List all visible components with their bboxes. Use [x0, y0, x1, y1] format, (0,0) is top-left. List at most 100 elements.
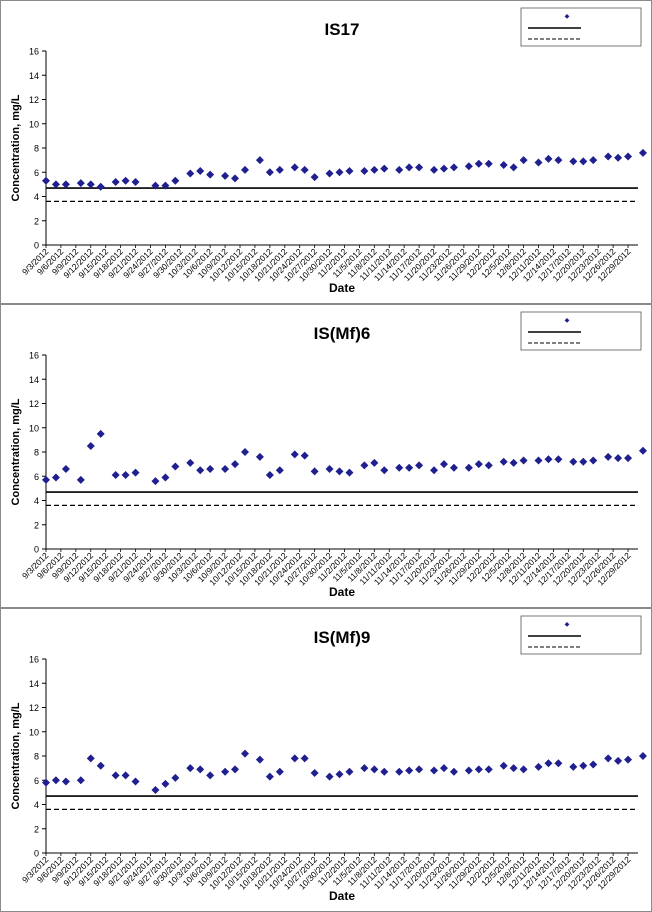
- y-tick-label: 6: [34, 168, 39, 178]
- data-point: [96, 182, 105, 191]
- data-point: [554, 759, 563, 768]
- y-axis-label: Concentration, mg/L: [10, 702, 22, 809]
- data-point: [290, 754, 299, 763]
- y-tick-label: 0: [34, 241, 39, 251]
- data-point: [42, 176, 50, 185]
- data-point: [325, 464, 334, 473]
- data-point: [370, 165, 379, 174]
- data-point: [186, 764, 195, 773]
- data-point: [171, 773, 180, 782]
- data-point: [171, 462, 180, 471]
- data-point: [589, 156, 598, 165]
- data-point: [86, 180, 95, 189]
- data-point: [76, 776, 85, 785]
- y-tick-label: 12: [29, 95, 39, 105]
- data-point: [325, 772, 334, 781]
- data-point: [449, 767, 458, 776]
- data-point: [345, 767, 354, 776]
- y-axis-label: Concentration, mg/L: [10, 398, 22, 505]
- data-point: [221, 464, 230, 473]
- data-point: [509, 764, 518, 773]
- data-point: [86, 441, 95, 450]
- data-point: [310, 173, 319, 182]
- data-point: [196, 167, 205, 176]
- legend: [520, 615, 642, 655]
- data-point: [231, 174, 240, 183]
- chart-panel-is17: IS17 0 2 4 6 8 10 12 14 16 9/3/2012 9/6/2012 9/9/201…: [0, 0, 652, 304]
- data-point: [430, 466, 439, 475]
- data-point: [240, 165, 249, 174]
- y-tick-label: 8: [34, 448, 39, 458]
- data-point: [265, 168, 274, 177]
- data-point: [265, 471, 274, 480]
- data-point: [638, 752, 647, 760]
- legend-box: [520, 615, 642, 655]
- data-point: [604, 452, 613, 461]
- y-tick-label: 16: [29, 351, 39, 361]
- data-point: [519, 156, 528, 165]
- y-tick-label: 14: [29, 679, 39, 689]
- data-point: [345, 468, 354, 477]
- data-point: [240, 749, 249, 758]
- data-point: [121, 471, 130, 480]
- data-point: [415, 163, 424, 172]
- data-point: [430, 766, 439, 775]
- data-point: [335, 168, 344, 177]
- data-point: [300, 451, 309, 460]
- data-point: [474, 159, 483, 168]
- data-point: [290, 163, 299, 172]
- legend-box: [520, 7, 642, 47]
- y-tick-label: 4: [34, 496, 39, 506]
- y-tick-label: 14: [29, 375, 39, 385]
- y-tick-label: 4: [34, 192, 39, 202]
- data-point: [275, 767, 284, 776]
- data-point: [380, 466, 389, 475]
- data-point: [196, 765, 205, 774]
- legend: [520, 311, 642, 351]
- data-point: [569, 762, 578, 771]
- legend-box: [520, 311, 642, 351]
- data-point: [589, 456, 598, 465]
- y-tick-label: 10: [29, 727, 39, 737]
- data-point: [449, 463, 458, 472]
- data-point: [519, 456, 528, 465]
- data-point: [395, 165, 404, 174]
- data-point: [265, 772, 274, 781]
- data-point: [579, 157, 588, 166]
- data-point: [569, 157, 578, 166]
- data-point: [370, 458, 379, 467]
- data-point: [111, 471, 120, 480]
- y-tick-label: 2: [34, 520, 39, 530]
- data-point: [509, 458, 518, 467]
- legend-marker-diamond: [564, 14, 570, 19]
- data-point: [206, 464, 215, 473]
- data-point: [589, 760, 598, 769]
- data-point: [42, 778, 50, 787]
- data-point: [534, 158, 543, 167]
- data-point: [624, 152, 633, 161]
- data-point: [76, 179, 85, 188]
- y-tick-label: 12: [29, 399, 39, 409]
- chart-svg-is17: IS1702468101214169/3/20129/6/20129/9/201…: [10, 7, 647, 295]
- data-point: [240, 448, 249, 456]
- data-point: [449, 163, 458, 172]
- data-point: [544, 455, 553, 464]
- data-point: [111, 771, 120, 780]
- y-tick-label: 4: [34, 800, 39, 810]
- data-point: [275, 466, 284, 475]
- data-point: [111, 177, 120, 186]
- data-point: [300, 165, 309, 174]
- data-point: [415, 461, 424, 470]
- data-point: [499, 761, 508, 770]
- chart-panel-ismf9: IS(Mf)9 0 2 4 6 8 10 12 14 16 9/3/2012 9/6/2012 9/9/…: [0, 608, 652, 912]
- y-tick-label: 14: [29, 71, 39, 81]
- y-tick-label: 6: [34, 472, 39, 482]
- data-point: [42, 475, 50, 484]
- data-point: [534, 456, 543, 465]
- data-point: [439, 764, 448, 773]
- data-point: [161, 779, 170, 788]
- data-point: [76, 475, 85, 484]
- data-point: [310, 768, 319, 777]
- data-point: [464, 766, 473, 775]
- data-point: [231, 460, 240, 469]
